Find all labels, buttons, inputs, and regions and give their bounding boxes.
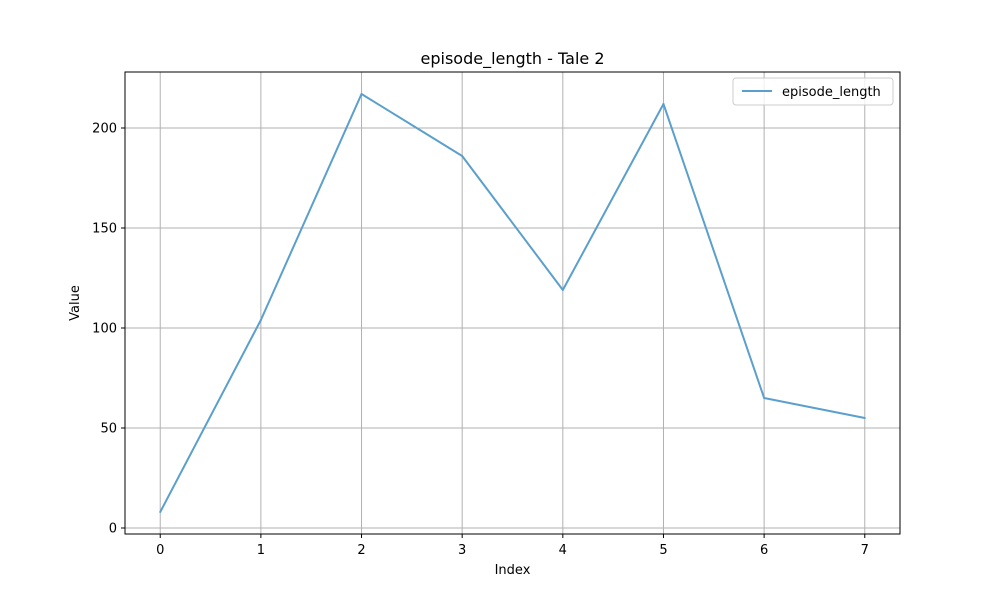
x-tick-label: 1 [257,543,265,558]
x-tick-label: 7 [861,543,869,558]
data-point [461,155,464,157]
grid-lines [125,72,900,534]
data-point [763,397,766,399]
data-point [662,103,665,105]
x-axis-label: Index [495,563,531,578]
series-layer [159,93,866,513]
y-tick-label: 150 [92,222,117,237]
x-tick-label: 0 [156,543,164,558]
x-tick-label: 2 [357,543,365,558]
chart-title: episode_length - Tale 2 [421,49,605,69]
y-tick-label: 0 [109,522,117,537]
x-axis: 0 1 2 3 4 5 6 7 [156,534,869,558]
y-tick-label: 200 [92,122,117,137]
y-tick-label: 100 [92,322,117,337]
legend-box [732,77,894,106]
x-tick-label: 4 [559,543,567,558]
series-line-episode_length [159,93,865,513]
data-point [259,319,262,321]
x-tick-label: 6 [760,543,768,558]
y-axis-label: Value [68,285,83,321]
data-point [561,289,564,291]
data-point [863,417,866,419]
y-tick-label: 50 [100,422,117,437]
data-point [159,511,162,513]
legend: episode_length [732,77,894,106]
x-tick-label: 5 [659,543,667,558]
legend-label: episode_length [782,85,881,100]
data-point [360,93,363,95]
x-tick-label: 3 [458,543,466,558]
plot-frame [124,71,901,535]
y-axis: 0 50 100 150 200 [92,122,125,537]
